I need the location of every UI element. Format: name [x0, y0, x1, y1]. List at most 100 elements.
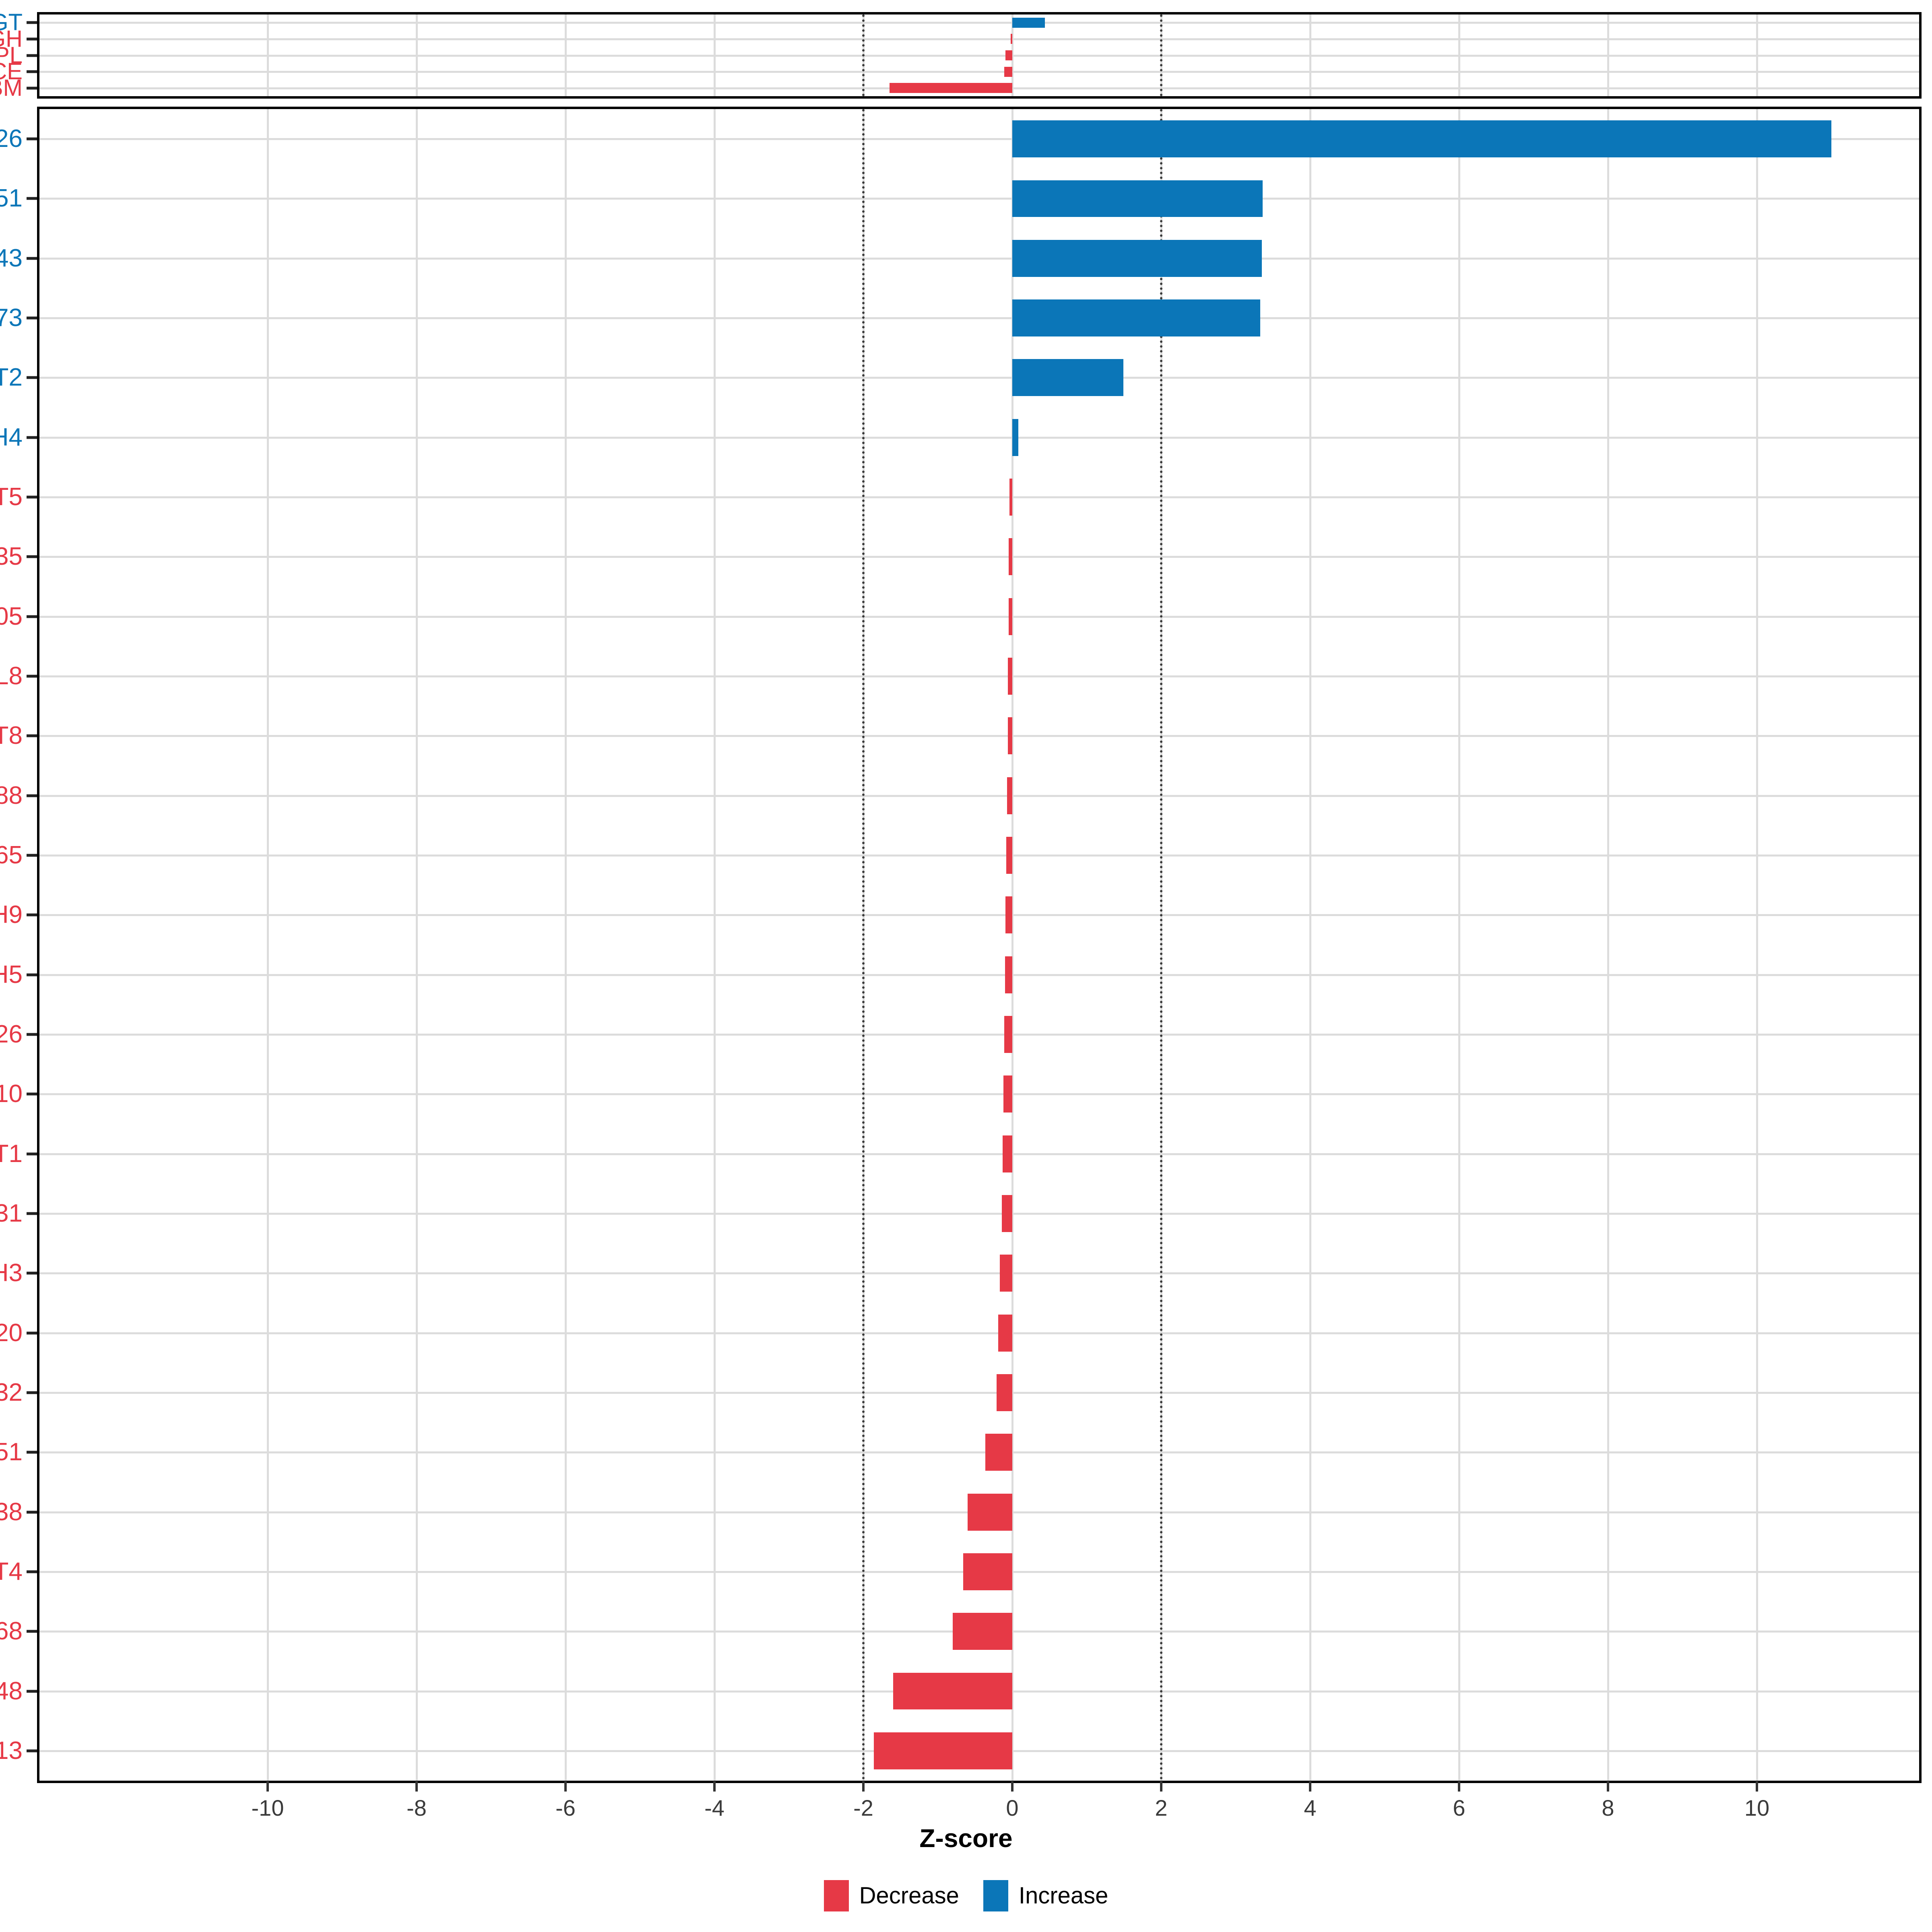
bar[interactable] [997, 1374, 1012, 1411]
y-gridline [39, 55, 1919, 57]
bar[interactable] [998, 1315, 1012, 1352]
bar[interactable] [1008, 717, 1012, 754]
y-axis-label-gh3: GH3 [0, 1261, 23, 1286]
bar[interactable] [1008, 658, 1012, 695]
y-axis-tick [27, 1331, 37, 1334]
bar[interactable] [1012, 359, 1123, 396]
bar[interactable] [985, 1434, 1012, 1471]
bar[interactable] [874, 1732, 1012, 1769]
y-gridline [39, 1332, 1919, 1334]
bar[interactable] [1012, 180, 1263, 217]
bar[interactable] [968, 1494, 1012, 1531]
bar[interactable] [1012, 120, 1831, 157]
y-gridline [39, 675, 1919, 677]
y-gridline [39, 38, 1919, 40]
x-axis-tick [713, 1781, 716, 1792]
y-gridline [39, 1093, 1919, 1095]
x-axis: -10-8-6-4-20246810 [0, 1781, 1932, 1829]
y-gridline [39, 317, 1919, 319]
x-gridline [1309, 109, 1311, 1781]
bar[interactable] [953, 1613, 1012, 1650]
x-axis-tick-label: -4 [704, 1795, 724, 1821]
y-gridline [39, 1213, 1919, 1215]
x-axis-tick-label: 6 [1453, 1795, 1465, 1821]
bar[interactable] [893, 1673, 1012, 1710]
y-axis-tick [27, 794, 37, 797]
x-axis-tick [1458, 1781, 1460, 1792]
y-gridline [39, 437, 1919, 439]
bar[interactable] [1009, 598, 1012, 635]
x-axis-tick-label: 2 [1155, 1795, 1167, 1821]
legend-swatch-decrease [824, 1880, 849, 1911]
bar[interactable] [1002, 1195, 1012, 1232]
x-gridline [267, 109, 269, 1781]
x-axis-tick [415, 1781, 418, 1792]
y-gridline [39, 974, 1919, 976]
y-axis-tick [27, 1690, 37, 1693]
bar[interactable] [1003, 1135, 1012, 1172]
y-axis-label-gh38: GH38 [0, 1500, 23, 1525]
bar[interactable] [1012, 240, 1262, 277]
y-axis-label-gt5: GT5 [0, 485, 23, 510]
bar[interactable] [1009, 538, 1012, 575]
bar[interactable] [1012, 419, 1018, 456]
bar[interactable] [890, 83, 1012, 93]
x-axis-tick [1309, 1781, 1311, 1792]
y-axis-label-gh9: GH9 [0, 902, 23, 927]
bar[interactable] [1007, 777, 1012, 814]
y-axis-tick [27, 1033, 37, 1036]
x-axis-tick-label: -8 [407, 1795, 427, 1821]
y-gridline [39, 914, 1919, 916]
bar[interactable] [1004, 1016, 1012, 1053]
bar[interactable] [1005, 956, 1013, 993]
y-axis-tick [27, 914, 37, 916]
y-gridline [39, 198, 1919, 200]
y-axis-tick [27, 257, 37, 260]
bar[interactable] [1000, 1255, 1012, 1292]
x-axis-tick-label: 10 [1744, 1795, 1769, 1821]
bar[interactable] [1005, 50, 1012, 60]
y-axis-tick [27, 138, 37, 140]
bar[interactable] [1009, 479, 1012, 516]
y-gridline [39, 735, 1919, 737]
y-axis-tick [27, 973, 37, 976]
y-axis-label-gh31: GH31 [0, 1201, 23, 1226]
y-axis-tick [27, 436, 37, 439]
legend: Decrease Increase [0, 1874, 1932, 1918]
bar[interactable] [1004, 67, 1012, 77]
y-gridline [39, 1272, 1919, 1274]
bar[interactable] [1006, 837, 1012, 874]
bar[interactable] [1011, 34, 1012, 44]
legend-item[interactable]: Increase [983, 1880, 1108, 1911]
bar[interactable] [1012, 299, 1260, 336]
x-axis-tick-label: 8 [1602, 1795, 1614, 1821]
y-gridline [39, 1153, 1919, 1155]
y-gridline [39, 795, 1919, 797]
y-axis-label-gt4: GT4 [0, 1559, 23, 1584]
y-axis-label-gh5: GH5 [0, 962, 23, 987]
y-gridline [39, 496, 1919, 498]
y-axis-label-gh73: GH73 [0, 305, 23, 330]
bar[interactable] [1005, 896, 1012, 933]
x-axis-tick-label: 0 [1006, 1795, 1018, 1821]
y-axis-label-gh51: GH51 [0, 186, 23, 211]
y-axis-tick [27, 37, 37, 40]
y-axis-label-gt51: GT51 [0, 1440, 23, 1465]
y-gridline [39, 377, 1919, 379]
x-axis-tick [1607, 1781, 1609, 1792]
y-gridline [39, 258, 1919, 260]
reference-line [1160, 14, 1162, 96]
y-axis-tick [27, 1391, 37, 1394]
y-gridline [39, 1451, 1919, 1453]
bar[interactable] [1003, 1075, 1012, 1113]
x-axis-tick-label: -2 [853, 1795, 873, 1821]
top-plot-area [39, 14, 1919, 96]
bar[interactable] [963, 1553, 1012, 1590]
y-axis-tick [27, 87, 37, 89]
bar[interactable] [1012, 18, 1045, 28]
x-axis-tick [1160, 1781, 1162, 1792]
legend-item[interactable]: Decrease [824, 1880, 959, 1911]
y-axis-label-ce10: CE10 [0, 1082, 23, 1106]
y-axis-label-pl8: PL8 [0, 664, 23, 689]
y-axis-tick [27, 1570, 37, 1573]
